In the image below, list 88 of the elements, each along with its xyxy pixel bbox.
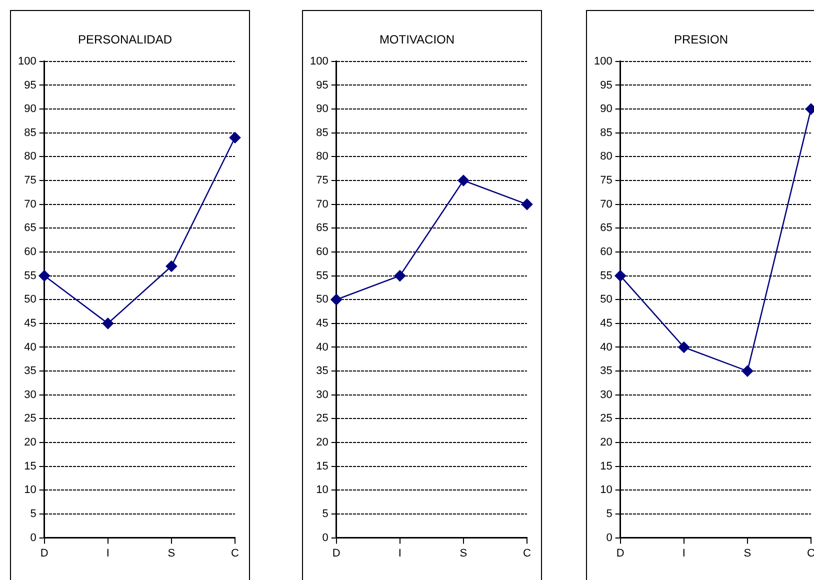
y-tick-label: 10 <box>600 484 612 496</box>
y-tick-label: 5 <box>322 508 328 520</box>
y-tick-label: 75 <box>600 174 612 187</box>
y-tick-label: 20 <box>316 436 328 449</box>
y-tick-label: 15 <box>24 460 36 472</box>
y-tick-label: 90 <box>600 103 612 116</box>
x-tick-label: D <box>616 547 624 560</box>
x-tick-label: I <box>106 547 110 560</box>
y-tick-label: 70 <box>24 198 36 210</box>
chart-title: PERSONALIDAD <box>78 32 172 47</box>
y-tick-label: 75 <box>316 174 328 187</box>
y-tick-label: 55 <box>24 270 36 282</box>
y-tick-label: 80 <box>600 150 612 163</box>
y-tick-label: 40 <box>24 341 36 354</box>
point <box>330 294 342 306</box>
point <box>38 270 50 282</box>
y-tick-label: 85 <box>24 126 36 139</box>
y-tick-label: 80 <box>24 150 36 163</box>
point <box>521 198 533 210</box>
y-tick-label: 25 <box>600 412 612 425</box>
y-tick-label: 15 <box>600 460 612 472</box>
y-tick-label: 25 <box>316 412 328 425</box>
y-tick-label: 15 <box>316 460 328 472</box>
y-tick-label: 55 <box>600 270 612 282</box>
chart-title: PRESION <box>674 32 728 47</box>
y-tick-label: 10 <box>316 484 328 496</box>
y-tick-label: 70 <box>316 198 328 210</box>
y-tick-label: 40 <box>316 341 328 354</box>
point <box>102 318 114 330</box>
point <box>394 270 406 282</box>
y-tick-label: 50 <box>24 294 36 306</box>
y-tick-label: 0 <box>606 532 612 544</box>
x-tick-label: S <box>168 547 176 560</box>
y-tick-label: 60 <box>600 246 612 258</box>
y-tick-label: 60 <box>316 246 328 258</box>
y-tick-label: 35 <box>316 365 328 378</box>
x-tick-label: C <box>231 547 240 560</box>
y-tick-label: 30 <box>600 388 612 401</box>
y-tick-label: 95 <box>316 79 328 92</box>
y-tick-label: 95 <box>600 79 612 92</box>
y-tick-label: 60 <box>24 246 36 258</box>
y-tick-label: 45 <box>24 317 36 330</box>
y-tick-label: 35 <box>24 365 36 378</box>
y-tick-label: 10 <box>24 484 36 496</box>
x-tick-label: S <box>460 547 468 560</box>
y-tick-label: 80 <box>316 150 328 163</box>
x-tick-label: S <box>744 547 752 560</box>
y-tick-label: 0 <box>322 532 328 544</box>
y-tick-label: 65 <box>600 222 612 234</box>
y-tick-label: 20 <box>600 436 612 449</box>
y-tick-label: 40 <box>600 341 612 354</box>
y-tick-label: 90 <box>24 103 36 116</box>
point <box>458 174 470 186</box>
y-tick-label: 55 <box>316 270 328 282</box>
x-tick-label: D <box>40 547 48 560</box>
point <box>742 365 754 377</box>
x-tick-label: D <box>332 547 340 560</box>
y-tick-label: 45 <box>316 317 328 330</box>
y-tick-label: 70 <box>600 198 612 210</box>
y-tick-label: 35 <box>600 365 612 378</box>
y-tick-label: 85 <box>600 126 612 139</box>
y-tick-label: 85 <box>316 126 328 139</box>
y-tick-label: 65 <box>316 222 328 234</box>
y-tick-label: 50 <box>316 294 328 306</box>
y-tick-label: 20 <box>24 436 36 449</box>
y-tick-label: 90 <box>316 103 328 116</box>
point <box>614 270 626 282</box>
y-tick-label: 50 <box>600 294 612 306</box>
x-tick-label: C <box>523 547 532 560</box>
y-tick-label: 5 <box>606 508 612 520</box>
y-tick-label: 5 <box>30 508 36 520</box>
y-tick-label: 45 <box>600 317 612 330</box>
point <box>678 342 690 353</box>
x-tick-label: I <box>398 547 402 560</box>
y-tick-label: 100 <box>18 55 36 68</box>
x-tick-label: I <box>682 547 686 560</box>
y-tick-label: 65 <box>24 222 36 234</box>
chart-title: MOTIVACION <box>379 32 455 47</box>
y-tick-label: 30 <box>24 388 36 401</box>
y-tick-label: 100 <box>594 55 612 68</box>
y-tick-label: 30 <box>316 388 328 401</box>
y-tick-label: 0 <box>30 532 36 544</box>
y-tick-label: 25 <box>24 412 36 425</box>
y-tick-label: 75 <box>24 174 36 187</box>
y-tick-label: 95 <box>24 79 36 92</box>
point <box>166 260 178 272</box>
y-tick-label: 100 <box>310 55 328 68</box>
point <box>229 132 241 144</box>
